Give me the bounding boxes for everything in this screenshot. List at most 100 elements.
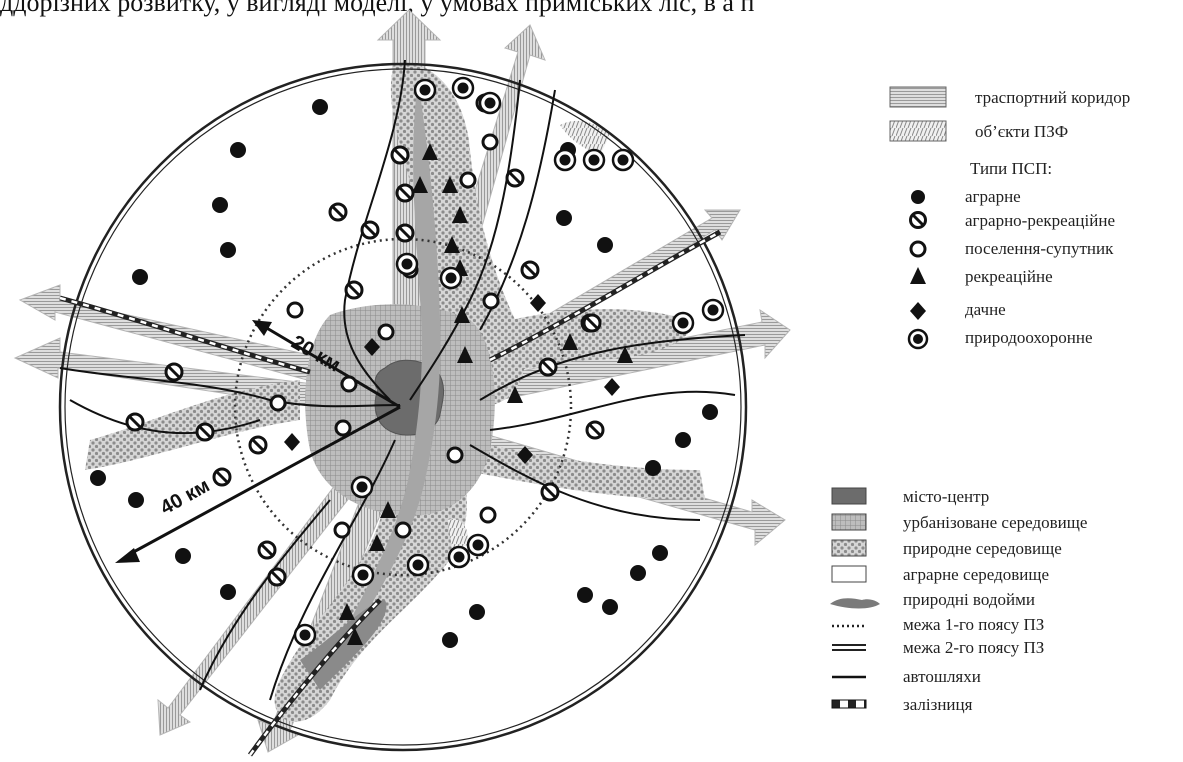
settlement-agro-recreational: [390, 145, 410, 165]
settlement-agrarian: [556, 210, 572, 226]
settlement-agrarian: [442, 632, 458, 648]
legend-icon-nature-protection: [907, 328, 929, 350]
legend-label-water: природні водойми: [903, 590, 1035, 609]
settlement-satellite: [286, 301, 304, 319]
protection-zone-2-boundary-inner: [64, 68, 742, 746]
settlement-agrarian: [90, 470, 106, 486]
settlement-agro-recreational: [125, 412, 145, 432]
protection-zone-2-boundary-outer: [58, 62, 748, 752]
settlement-agro-recreational: [582, 313, 602, 333]
settlement-nature-protection: [582, 148, 606, 172]
settlement-agrarian: [175, 548, 191, 564]
settlement-recreational: [442, 176, 458, 193]
settlement-agro-recreational: [520, 260, 540, 280]
settlement-nature-protection: [451, 76, 475, 100]
legend-label-roads: автошляхи: [903, 667, 981, 686]
settlement-nature-protection: [413, 78, 437, 102]
settlement-agrarian: [220, 242, 236, 258]
settlement-agrarian: [469, 604, 485, 620]
natural-environment-west: [85, 380, 300, 470]
settlement-agrarian: [128, 492, 144, 508]
legend-label-transport-corridor: траспортний коридор: [975, 88, 1130, 107]
settlement-nature-protection: [395, 252, 419, 276]
settlement-nature-protection: [406, 553, 430, 577]
legend-icon-dacha: [910, 302, 926, 320]
natural-environment-east: [470, 309, 692, 374]
legend-swatch-pzf-objects: [889, 120, 947, 142]
settlement-recreational: [507, 386, 523, 403]
settlement-recreational: [444, 236, 460, 253]
settlement-recreational: [412, 176, 428, 193]
water-body-river: [330, 80, 441, 660]
settlement-recreational: [457, 346, 473, 363]
settlement-satellite: [481, 133, 499, 151]
legend-swatch-railway: [831, 699, 867, 709]
legend-swatch-urbanized: [831, 513, 867, 531]
settlement-agrarian: [132, 269, 148, 285]
settlement-agro-recreational: [395, 183, 415, 203]
settlement-recreational: [369, 534, 385, 551]
natural-environment-southeast: [460, 440, 705, 500]
legend-swatch-natural: [831, 539, 867, 557]
settlement-recreational: [617, 346, 633, 363]
legend-top: траспортний коридор об’єкти ПЗФ Типи ПСП…: [889, 86, 1130, 350]
settlement-agro-recreational: [538, 357, 558, 377]
settlement-satellite: [269, 394, 287, 412]
settlement-dacha: [517, 446, 533, 464]
settlement-nature-protection: [350, 475, 374, 499]
settlement-agrarian: [602, 599, 618, 615]
settlement-agrarian: [652, 545, 668, 561]
legend-label-zone1: межа 1-го поясу ПЗ: [903, 615, 1044, 634]
settlement-recreational: [454, 306, 470, 323]
settlement-agro-recreational: [585, 420, 605, 440]
legend-label-agrarian: аграрне: [965, 187, 1021, 206]
settlement-satellite: [377, 323, 395, 341]
settlement-agrarian: [230, 142, 246, 158]
settlement-agrarian: [702, 404, 718, 420]
legend-label-recreational: рекреаційне: [965, 267, 1053, 286]
legend-swatch-zone2: [832, 644, 866, 651]
pzf-object-s: [448, 519, 469, 550]
settlement-agrarian: [577, 587, 593, 603]
legend-label-nature-protection: природоохоронне: [965, 328, 1093, 347]
settlement-recreational: [422, 143, 438, 160]
settlement-nature-protection: [701, 298, 725, 322]
settlement-agro-recreational: [344, 280, 364, 300]
settlement-nature-protection: [447, 545, 471, 569]
settlement-satellite: [334, 419, 352, 437]
distance-markers: [115, 320, 401, 563]
settlement-agrarian: [212, 197, 228, 213]
legend-label-pzf-objects: об’єкти ПЗФ: [975, 122, 1068, 141]
legend-label-natural: природне середовище: [903, 539, 1062, 558]
legend-label-dacha: дачне: [965, 300, 1006, 319]
legend-icon-recreational: [910, 267, 926, 284]
railways: [59, 229, 722, 757]
settlement-nature-protection: [671, 311, 695, 335]
settlement-recreational: [339, 603, 355, 620]
legend-bottom: місто-центр урбанізоване середовище прир…: [830, 487, 1087, 714]
settlement-satellite: [446, 446, 464, 464]
settlement-satellite: [333, 521, 351, 539]
settlement-nature-protection: [351, 563, 375, 587]
settlement-agrarian: [675, 432, 691, 448]
settlement-satellite: [340, 375, 358, 393]
settlement-agrarian: [597, 237, 613, 253]
settlement-dacha: [530, 294, 546, 312]
settlement-agro-recreational: [248, 435, 268, 455]
legend-swatch-city-center: [831, 487, 867, 505]
settlement-agro-recreational: [360, 220, 380, 240]
settlement-agro-recreational: [328, 202, 348, 222]
settlement-nature-protection: [611, 148, 635, 172]
settlement-recreational: [347, 628, 363, 645]
protection-zone-1-boundary: [233, 237, 573, 577]
settlement-agro-recreational: [212, 467, 232, 487]
legend-label-zone2: межа 2-го поясу ПЗ: [903, 638, 1044, 657]
legend-label-city-center: місто-центр: [903, 487, 989, 506]
settlement-dacha: [604, 378, 620, 396]
settlement-agro-recreational: [540, 482, 560, 502]
pzf-object-ne: [560, 120, 610, 155]
settlement-nature-protection: [293, 623, 317, 647]
settlement-recreational: [452, 206, 468, 223]
settlement-dacha: [284, 433, 300, 451]
settlement-nature-protection: [466, 533, 490, 557]
